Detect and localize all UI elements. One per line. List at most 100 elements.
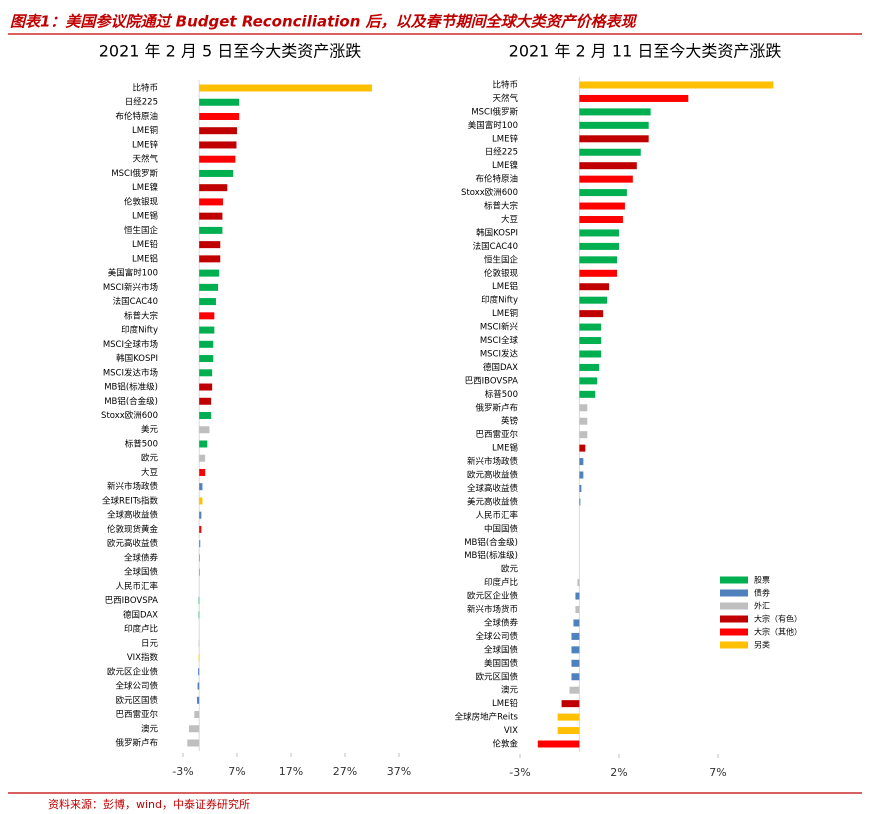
category-label: 美国富时100 — [108, 268, 158, 279]
category-label: 伦敦金 — [492, 739, 518, 750]
bar — [579, 269, 618, 277]
bar — [198, 668, 200, 676]
category-label: LME锡 — [492, 444, 518, 454]
category-label: 巴西IBOVSPA — [105, 596, 159, 606]
bar — [579, 162, 637, 170]
category-label: 俄罗斯卢布 — [475, 402, 518, 413]
category-label: 澳元 — [501, 685, 519, 696]
category-label: 伦敦现货黄金 — [107, 524, 159, 535]
legend-swatch — [720, 602, 748, 610]
category-label: LME铜 — [132, 125, 158, 136]
category-label: LME锌 — [492, 133, 518, 144]
bar — [199, 540, 201, 548]
bar — [199, 212, 223, 220]
bar — [199, 568, 200, 576]
bar — [579, 94, 689, 102]
category-label: 日元 — [141, 639, 159, 649]
bar — [199, 255, 221, 263]
category-label: 德国DAX — [483, 362, 518, 373]
bar — [579, 135, 649, 143]
bar — [199, 127, 237, 135]
bar — [199, 497, 203, 505]
bar — [579, 417, 588, 425]
category-label: MB铝(标准级) — [104, 382, 158, 393]
bar — [573, 619, 580, 627]
bar — [575, 592, 580, 600]
legend-label: 股票 — [754, 576, 770, 585]
category-label: 恒生国企 — [484, 254, 519, 265]
bar — [199, 198, 223, 206]
x-tick-label: -3% — [509, 766, 530, 779]
bar — [199, 454, 206, 462]
bar — [199, 554, 200, 562]
bar — [571, 632, 580, 640]
bar — [199, 283, 219, 291]
chart-title: 2021 年 2 月 11 日至今大类资产涨跌 — [509, 42, 782, 61]
bar — [199, 298, 216, 306]
category-label: 新兴市场政债 — [107, 481, 159, 492]
category-label: 欧元区国债 — [475, 671, 518, 682]
bar — [561, 700, 580, 708]
category-label: 巴西雷亚尔 — [475, 429, 518, 440]
category-label: 人民币汇率 — [475, 510, 518, 521]
bar — [579, 471, 584, 479]
category-label: 印度卢比 — [124, 624, 158, 635]
category-label: 日经225 — [125, 97, 158, 108]
category-label: 标普大宗 — [484, 201, 518, 212]
bar — [197, 682, 200, 690]
bar — [199, 112, 240, 120]
bar — [579, 215, 623, 223]
bar — [199, 511, 202, 519]
source: 资料来源：彭博，wind，中泰证券研究所 — [48, 797, 250, 811]
bar — [199, 468, 206, 476]
category-label: 欧元高收益债 — [107, 538, 159, 549]
bar — [579, 121, 649, 129]
bar — [199, 98, 240, 106]
category-label: 印度Nifty — [481, 295, 518, 306]
bar — [198, 654, 200, 662]
bar — [579, 404, 588, 412]
category-label: MB铝(标准级) — [464, 550, 518, 561]
category-label: 韩国KOSPI — [116, 353, 158, 364]
category-label: MSCI发达 — [480, 348, 519, 359]
category-label: MB铝(合金级) — [464, 537, 518, 548]
bar — [579, 484, 582, 492]
category-label: 中国国债 — [484, 523, 519, 534]
category-label: MB铝(合金级) — [104, 396, 158, 407]
bar — [571, 659, 580, 667]
bar — [199, 141, 237, 149]
category-label: LME铅 — [132, 239, 158, 250]
bar — [579, 175, 633, 183]
bar — [579, 363, 600, 371]
category-label: 伦敦银现 — [484, 268, 519, 279]
bar — [199, 440, 208, 448]
category-label: 欧元区国债 — [115, 695, 158, 706]
category-label: MSCI俄罗斯 — [471, 106, 518, 117]
bar — [199, 383, 213, 391]
category-label: 澳元 — [141, 723, 159, 734]
category-label: 新兴市场货币 — [467, 604, 518, 615]
category-label: 布伦特原油 — [475, 174, 518, 185]
bar — [199, 412, 212, 419]
x-tick-label: 7% — [228, 765, 245, 778]
legend-label: 债券 — [754, 588, 770, 598]
category-label: MSCI新兴市场 — [103, 282, 158, 293]
category-label: 全球高收益债 — [107, 510, 159, 521]
bar — [579, 431, 588, 439]
category-label: MSCI全球市场 — [103, 339, 158, 350]
legend-swatch — [720, 641, 748, 649]
bar — [199, 241, 221, 249]
category-label: 全球债券 — [484, 617, 519, 628]
bar — [579, 148, 641, 156]
category-label: LME锌 — [132, 139, 158, 150]
category-label: 恒生国企 — [124, 225, 159, 236]
bar — [579, 310, 604, 318]
category-label: 标普500 — [125, 438, 158, 449]
category-label: LME铅 — [492, 698, 518, 709]
bar — [198, 597, 200, 605]
category-label: 巴西雷亚尔 — [115, 709, 158, 720]
category-label: Stoxx欧洲600 — [461, 187, 518, 198]
category-label: 美元 — [141, 424, 159, 435]
category-label: 美国国债 — [484, 658, 519, 669]
